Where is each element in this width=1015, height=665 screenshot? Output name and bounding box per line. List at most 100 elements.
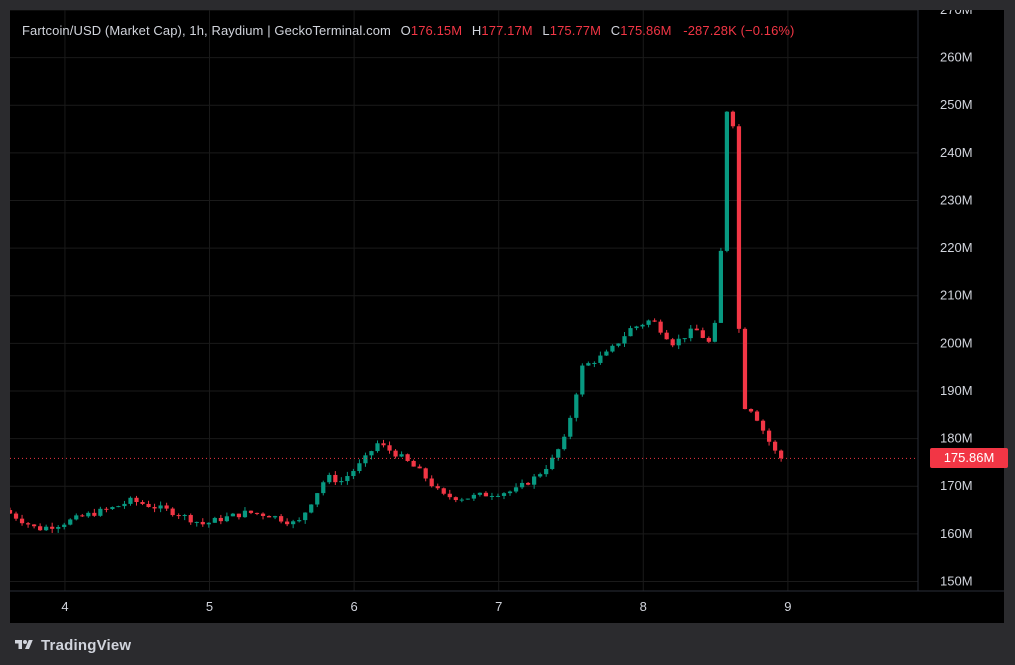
candle-body: [92, 512, 97, 516]
x-tick-label: 8: [640, 599, 647, 614]
candle-body: [315, 493, 320, 505]
candle-body: [194, 521, 199, 523]
candle-body: [766, 430, 772, 442]
branding-footer[interactable]: TradingView: [12, 636, 131, 654]
candle-body: [706, 337, 711, 342]
legend-close-key: C: [610, 23, 621, 38]
candle-body: [339, 481, 344, 483]
candle-body: [459, 499, 464, 501]
y-tick-label: 170M: [940, 478, 973, 493]
candle-body: [501, 493, 507, 496]
candle-body: [375, 443, 380, 452]
candle-body: [465, 498, 470, 500]
candle-body: [44, 526, 49, 531]
candle-body: [351, 471, 356, 477]
legend-open-key: O: [400, 23, 411, 38]
candle-body: [441, 488, 446, 494]
candle-body: [128, 497, 133, 504]
candle-body: [616, 343, 621, 346]
candle-body: [640, 324, 645, 327]
candle-body: [278, 516, 284, 522]
candle-body: [694, 328, 699, 331]
candle-body: [182, 515, 187, 517]
tradingview-wordmark: TradingView: [41, 636, 132, 654]
candle-body: [429, 478, 434, 487]
candle-body: [321, 482, 326, 494]
y-tick-label: 230M: [940, 192, 973, 207]
candle-body: [68, 519, 73, 525]
x-tick-label: 5: [206, 599, 213, 614]
candle-body: [13, 513, 19, 519]
candle-body: [285, 521, 290, 525]
candle-body: [604, 351, 609, 356]
candle-body: [345, 476, 350, 482]
candle-body: [676, 338, 681, 346]
candle-body: [760, 420, 766, 431]
candle-body: [483, 492, 489, 497]
candle-body: [357, 463, 362, 472]
candle-body: [254, 512, 260, 514]
candle-body: [62, 524, 67, 528]
grid: [10, 10, 918, 591]
y-tick-label: 220M: [940, 240, 973, 255]
candle-body: [435, 486, 440, 489]
candle-body: [417, 466, 422, 469]
candle-body: [242, 510, 248, 518]
candle-body: [688, 328, 693, 339]
candle-body: [453, 497, 458, 501]
candles: [10, 110, 784, 533]
candle-body: [188, 515, 193, 523]
candle-body: [363, 455, 368, 464]
candle-body: [399, 454, 404, 457]
y-tick-label: 150M: [940, 573, 973, 588]
x-tick-label: 4: [61, 599, 68, 614]
candle-body: [266, 515, 272, 518]
candle-body: [507, 491, 513, 494]
x-tick-label: 6: [350, 599, 357, 614]
legend-low-value: 175.77M: [549, 23, 602, 38]
candle-body: [381, 443, 386, 446]
candle-body: [297, 520, 302, 522]
candle-body: [152, 507, 157, 509]
y-tick-label: 210M: [940, 288, 973, 303]
candle-body: [230, 513, 236, 517]
candle-body: [447, 493, 452, 498]
chart-pane[interactable]: 150M 160M 170M 180M 190M 200M 210M 220M 230M 240M…: [10, 10, 1008, 623]
candle-body: [634, 326, 639, 329]
candle-body: [477, 492, 483, 495]
candle-body: [80, 515, 85, 517]
y-axis[interactable]: 150M 160M 170M 180M 190M 200M 210M 220M 230M 240M…: [940, 10, 973, 588]
candle-body: [291, 521, 296, 525]
legend-close-value: 175.86M: [620, 23, 672, 38]
candle-body: [86, 512, 91, 517]
candle-body: [393, 450, 398, 457]
y-tick-label: 200M: [940, 335, 973, 350]
candle-body: [19, 518, 25, 524]
candle-body: [664, 332, 669, 340]
candle-body: [712, 322, 717, 342]
legend-high-value: 177.17M: [481, 23, 533, 38]
legend-open-value: 176.15M: [410, 23, 463, 38]
x-axis[interactable]: 4 5 6 7 8 9: [61, 599, 791, 614]
candle-body: [574, 394, 579, 418]
candle-body: [592, 362, 597, 364]
last-price-label: 175.86M: [930, 448, 1008, 469]
y-tick-label: 190M: [940, 383, 973, 398]
candle-body: [495, 495, 501, 497]
candle-body: [730, 111, 736, 127]
x-tick-label: 9: [784, 599, 791, 614]
candlestick-chart[interactable]: 150M 160M 170M 180M 190M 200M 210M 220M 230M 240M…: [10, 10, 1004, 623]
candle-body: [104, 508, 109, 510]
candle-body: [519, 482, 525, 488]
candle-body: [718, 250, 723, 323]
legend-title: Fartcoin/USD (Market Cap), 1h, Raydium |…: [22, 23, 391, 38]
candle-body: [622, 336, 627, 344]
candle-body: [387, 445, 392, 451]
candle-body: [140, 501, 145, 504]
candle-body: [158, 505, 163, 509]
candle-body: [489, 495, 495, 497]
y-tick-label: 260M: [940, 50, 973, 65]
candle-body: [25, 523, 31, 525]
y-tick-label: 240M: [940, 145, 973, 160]
candle-body: [170, 508, 175, 516]
